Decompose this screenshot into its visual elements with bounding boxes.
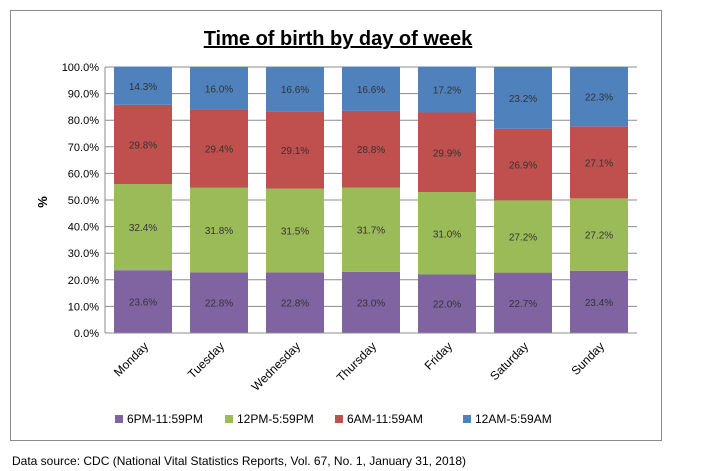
bar-segment (570, 126, 628, 199)
bar-segment (190, 272, 248, 333)
y-tick-label: 30.0% (68, 248, 99, 260)
stacked-bar-chart: Time of birth by day of week % 23.6% 32.4… (35, 28, 637, 426)
source-note: Data source: CDC (National Vital Statist… (12, 454, 466, 468)
bar-segment (494, 128, 552, 201)
y-tick-label: 70.0% (68, 142, 99, 154)
y-tick-label: 20.0% (68, 275, 99, 287)
bar-segment (494, 67, 552, 129)
data-label: 22.3% (585, 93, 613, 104)
x-tick-label: Saturday (487, 339, 531, 383)
bar-segment (266, 111, 324, 189)
data-label: 27.1% (585, 158, 613, 169)
bar-segment (114, 66, 172, 105)
y-tick-label: 80.0% (68, 115, 99, 127)
x-tick-label: Sunday (568, 339, 607, 378)
bar-segment (342, 187, 400, 272)
data-label: 16.6% (281, 85, 309, 96)
data-label: 26.9% (509, 160, 537, 171)
bar-segment (418, 274, 476, 333)
legend-label: 12PM-5:59PM (237, 412, 314, 426)
bar-segment (494, 272, 552, 333)
data-label: 17.2% (433, 86, 461, 97)
data-label: 31.8% (205, 226, 233, 237)
legend-label: 6AM-11:59AM (347, 412, 423, 426)
bar-segment (418, 112, 476, 193)
data-label: 14.3% (129, 82, 157, 93)
y-tick-label: 50.0% (68, 195, 99, 207)
data-label: 31.0% (433, 229, 461, 240)
data-label: 27.2% (585, 231, 613, 242)
bar-segment (418, 192, 476, 275)
legend-swatch (335, 415, 343, 423)
data-label: 27.2% (509, 232, 537, 243)
bar-segment (114, 104, 172, 185)
data-label: 31.7% (357, 226, 385, 237)
bar-segment (114, 270, 172, 333)
data-label: 23.0% (357, 298, 385, 309)
data-label: 28.8% (357, 145, 385, 156)
chart-title: Time of birth by day of week (204, 28, 473, 50)
x-tick-label: Monday (111, 339, 151, 379)
data-label: 16.0% (205, 84, 233, 95)
data-label: 29.8% (129, 140, 157, 151)
bar-segment (190, 109, 248, 188)
data-label: 16.6% (357, 85, 385, 96)
bar-segment (418, 66, 476, 113)
data-label: 29.4% (205, 145, 233, 156)
y-tick-label: 60.0% (68, 168, 99, 180)
bar-segment (190, 67, 248, 110)
x-tick-label: Tuesday (185, 339, 227, 381)
chart-frame: Time of birth by day of week % 23.6% 32.4… (10, 10, 662, 441)
y-tick-label: 0.0% (74, 328, 99, 340)
data-label: 22.8% (281, 299, 309, 310)
y-tick-label: 90.0% (68, 89, 99, 101)
data-label: 32.4% (129, 223, 157, 234)
y-tick-label: 40.0% (68, 222, 99, 234)
bar-segment (494, 200, 552, 273)
data-label: 31.5% (281, 226, 309, 237)
x-tick-label: Friday (422, 339, 455, 372)
data-label: 23.2% (509, 94, 537, 105)
legend-swatch (225, 415, 233, 423)
y-tick-label: 10.0% (68, 301, 99, 313)
bar-segment (266, 272, 324, 333)
bar-segment (190, 187, 248, 273)
y-tick-label: 100.0% (62, 62, 100, 74)
bar-segment (266, 67, 324, 112)
bar-segment (342, 271, 400, 333)
bar-segment (342, 66, 400, 111)
bar-segment (570, 67, 628, 127)
x-tick-label: Thursday (334, 339, 379, 384)
data-label: 23.6% (129, 298, 157, 309)
data-label: 22.7% (509, 299, 537, 310)
bar-segment (114, 184, 172, 271)
data-label: 22.0% (433, 300, 461, 311)
bar-segment (266, 188, 324, 273)
data-label: 23.4% (585, 298, 613, 309)
data-label: 29.1% (281, 146, 309, 157)
y-axis-label: % (35, 196, 50, 208)
legend-label: 6PM-11:59PM (127, 412, 203, 426)
data-label: 29.9% (433, 148, 461, 159)
bar-segment (570, 270, 628, 333)
data-label: 22.8% (205, 299, 233, 310)
bar-segment (570, 198, 628, 271)
legend-swatch (463, 415, 471, 423)
legend-label: 12AM-5:59AM (475, 412, 552, 426)
legend-swatch (115, 415, 123, 423)
bar-segment (342, 110, 400, 188)
x-tick-label: Wednesday (249, 339, 304, 394)
